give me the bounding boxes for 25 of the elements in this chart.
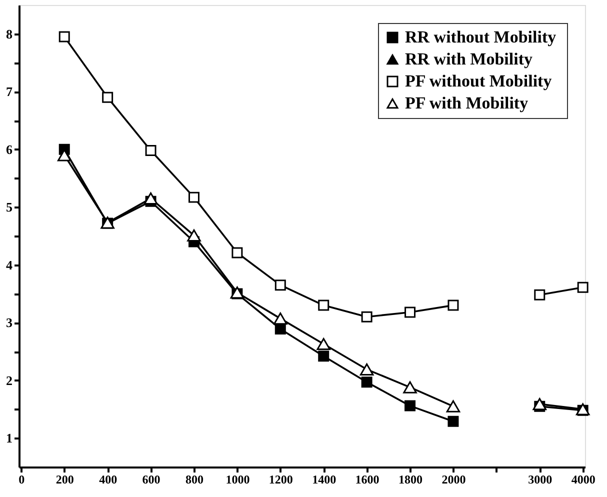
legend-label: RR with Mobility (405, 50, 533, 68)
y-tick-label: 2 (6, 372, 12, 388)
x-tick-label: 800 (185, 472, 204, 486)
legend-label: PF with Mobility (405, 94, 529, 112)
x-tick-label: 1200 (268, 472, 293, 486)
y-tick-label: 3 (6, 315, 13, 330)
x-tick-label: 200 (56, 472, 74, 486)
legend-label: PF without Mobility (405, 72, 552, 90)
y-tick-label: 1 (6, 430, 12, 446)
x-tick-label: 0 (18, 472, 25, 486)
x-tick-label: 1400 (312, 472, 336, 486)
x-tick-label: 1000 (226, 472, 250, 486)
y-tick-label: 6 (6, 142, 13, 157)
x-tick-label: 400 (99, 472, 118, 486)
y-tick-label: 7 (6, 84, 13, 100)
legend-label: RR without Mobility (405, 28, 557, 46)
x-tick-label: 3000 (528, 472, 552, 486)
y-tick-label: 8 (6, 26, 13, 42)
x-tick-label: 4000 (571, 472, 596, 486)
x-tick-label: 1600 (355, 472, 380, 486)
y-tick-label: 5 (6, 200, 13, 215)
x-tick-label: 1800 (398, 472, 423, 486)
x-tick-label: 2000 (442, 472, 466, 486)
y-tick-label: 4 (6, 257, 13, 272)
x-tick-label: 600 (142, 472, 160, 486)
